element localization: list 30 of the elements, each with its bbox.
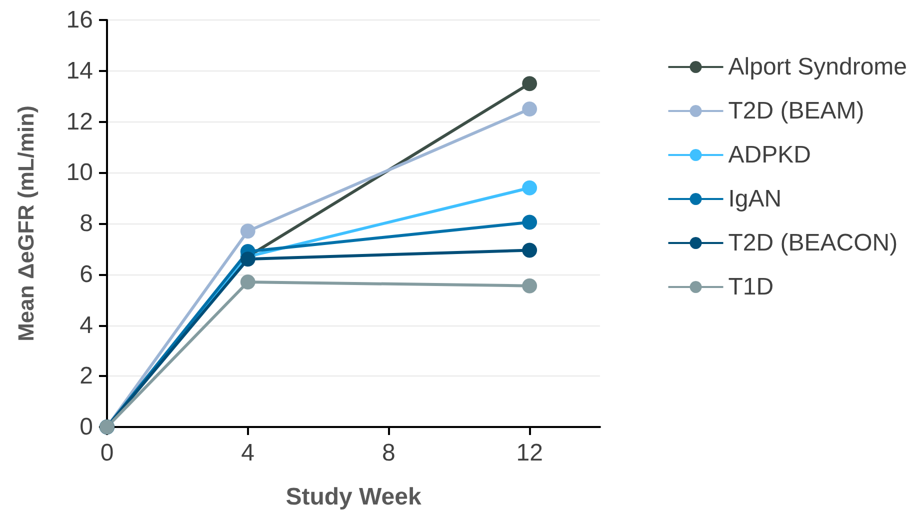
y-tick-label: 2 [80, 362, 93, 390]
y-tick-label: 16 [66, 6, 93, 34]
y-tick-label: 12 [66, 108, 93, 136]
x-tick-label: 12 [516, 440, 543, 466]
y-tick-label: 8 [80, 210, 93, 237]
point [522, 76, 538, 92]
x-tick-label: 4 [241, 440, 255, 466]
point [522, 102, 538, 117]
point [240, 252, 256, 267]
y-tick-label: 14 [66, 57, 93, 84]
x-axis-title: Study Week [286, 484, 422, 510]
legend-label: T2D (BEAM) [728, 98, 864, 124]
point [240, 274, 256, 290]
point [522, 278, 538, 294]
y-axis-title: Mean ΔeGFR (mL/min) [14, 106, 38, 342]
y-tick-label: 0 [80, 414, 93, 440]
legend-label: T2D (BEACON) [728, 230, 898, 256]
point [522, 214, 538, 230]
legend-label: Alport Syndrome [728, 54, 908, 80]
point [522, 180, 538, 196]
point [522, 242, 538, 258]
x-tick-label: 0 [100, 440, 114, 466]
y-tick-label: 10 [66, 159, 93, 186]
y-tick-label: 6 [80, 260, 93, 288]
legend-label: IgAN [728, 186, 782, 212]
legend-label: ADPKD [728, 142, 811, 168]
x-tick-label: 8 [382, 440, 396, 466]
legend-label: T1D [728, 274, 774, 300]
y-tick-label: 4 [80, 312, 93, 339]
point [240, 224, 256, 239]
